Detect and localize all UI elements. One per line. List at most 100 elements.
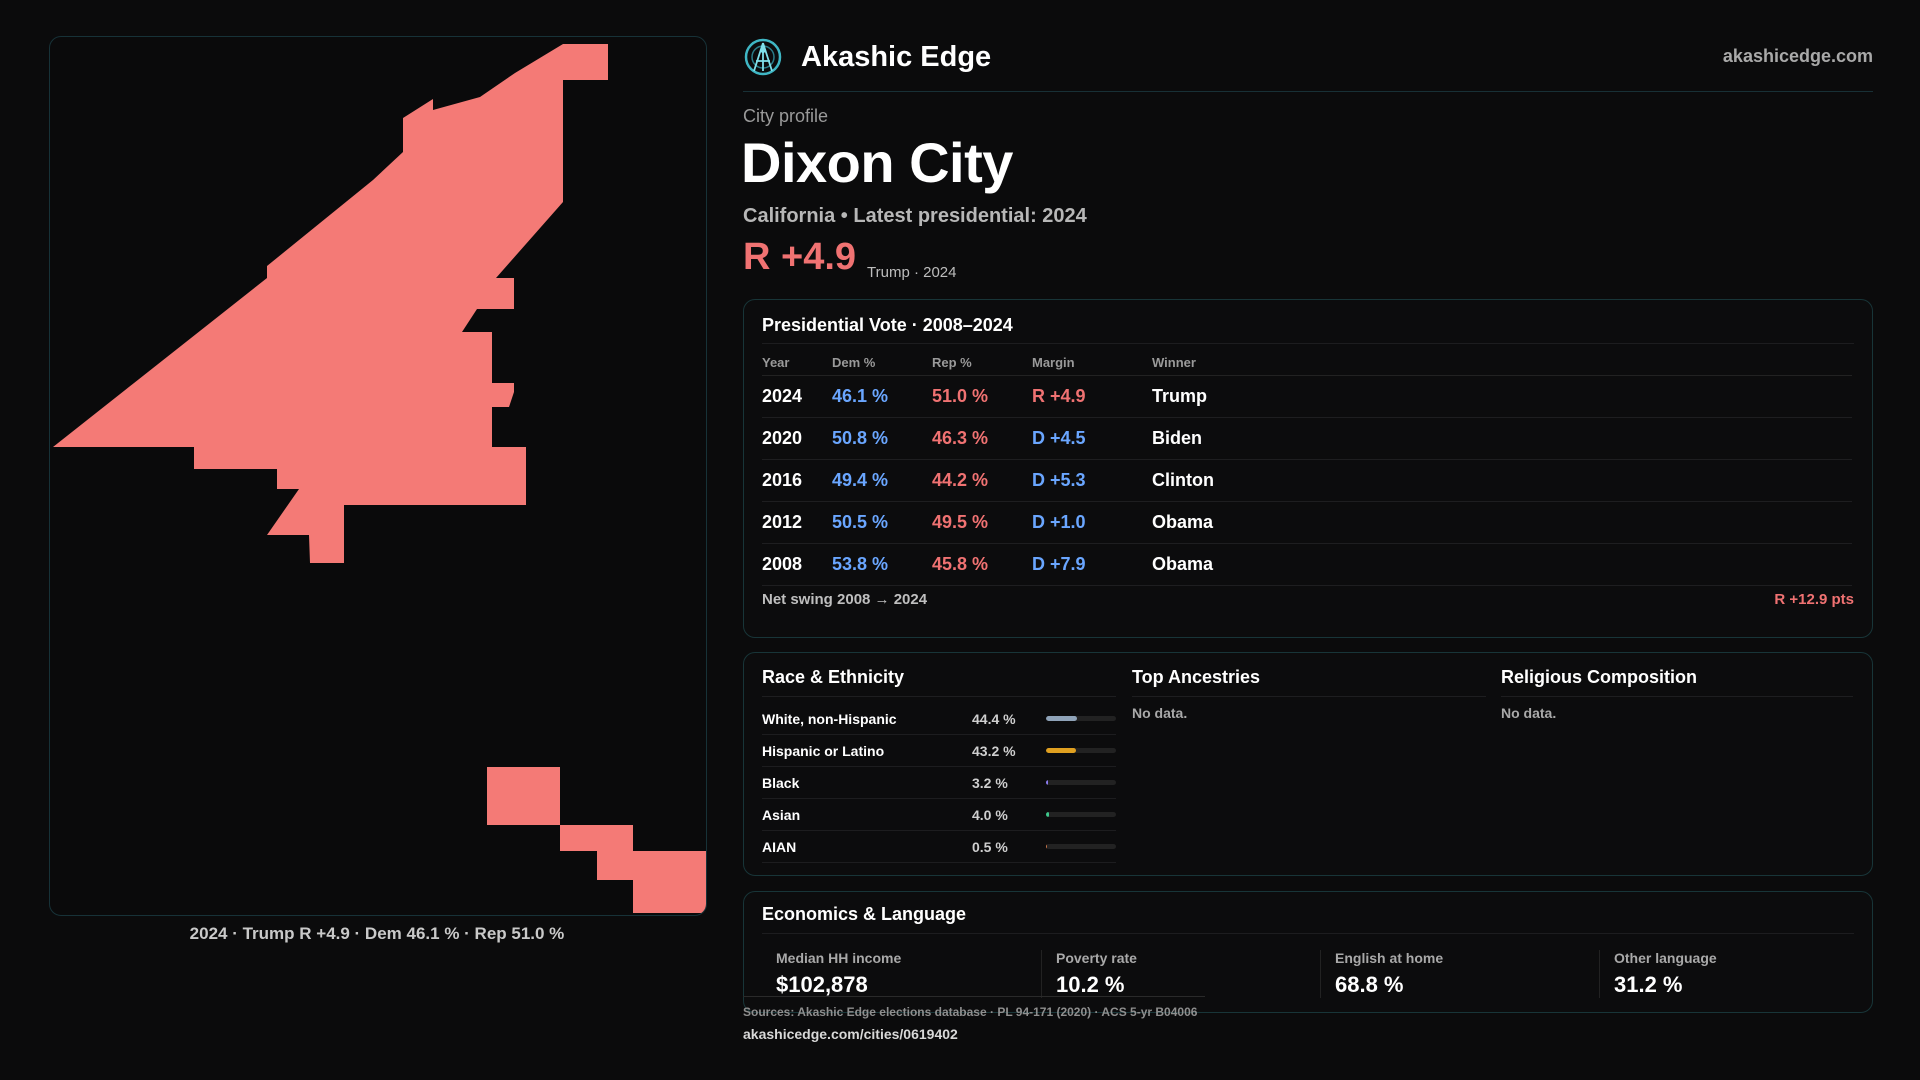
race-percent: 44.4 % bbox=[972, 710, 1016, 727]
cell-winner: Clinton bbox=[1152, 459, 1852, 502]
top-ancestries-title: Top Ancestries bbox=[1132, 667, 1261, 687]
column-header-year: Year bbox=[762, 350, 832, 376]
cell-dem: 46.1 % bbox=[832, 375, 932, 418]
column-header-rep: Rep % bbox=[932, 350, 1032, 376]
economics-language-title: Economics & Language bbox=[762, 904, 967, 924]
stat-value: 68.8 % bbox=[1335, 972, 1404, 997]
cell-dem: 49.4 % bbox=[832, 459, 932, 502]
cell-winner: Obama bbox=[1152, 543, 1852, 586]
list-item: Black 3.2 % bbox=[762, 767, 1116, 799]
cell-winner: Trump bbox=[1152, 375, 1852, 418]
table-row: 2024 46.1 % 51.0 % R +4.9 Trump bbox=[762, 375, 1852, 418]
page-title: Dixon City bbox=[741, 131, 1013, 194]
card-divider bbox=[762, 343, 1854, 344]
sources-note: Sources: Akashic Edge elections database… bbox=[743, 1005, 1198, 1019]
cell-year: 2016 bbox=[762, 459, 832, 502]
section-divider bbox=[1132, 696, 1486, 697]
cell-rep: 49.5 % bbox=[932, 501, 1032, 544]
race-label: Asian bbox=[762, 806, 801, 823]
column-header-winner: Winner bbox=[1152, 350, 1852, 376]
cell-dem: 50.8 % bbox=[832, 417, 932, 460]
headline-margin: R +4.9 bbox=[743, 236, 857, 278]
race-percent: 3.2 % bbox=[972, 774, 1008, 791]
stat-other-language: Other language 31.2 % bbox=[1599, 950, 1872, 998]
stat-label: Median HH income bbox=[776, 950, 902, 966]
page-url-link[interactable]: akashicedge.com/cities/0619402 bbox=[743, 1026, 958, 1042]
race-percent: 0.5 % bbox=[972, 838, 1008, 855]
map-svg bbox=[53, 44, 706, 913]
race-bar-track bbox=[1046, 716, 1116, 721]
race-bar-track bbox=[1046, 780, 1116, 785]
column-header-dem: Dem % bbox=[832, 350, 932, 376]
table-row: 2008 53.8 % 45.8 % D +7.9 Obama bbox=[762, 543, 1852, 586]
section-divider bbox=[1501, 696, 1853, 697]
stat-english-at-home: English at home 68.8 % bbox=[1320, 950, 1595, 998]
city-boundary-parcel-2 bbox=[560, 825, 633, 851]
ancestries-empty-state: No data. bbox=[1132, 705, 1188, 721]
page-kicker: City profile bbox=[743, 106, 829, 126]
race-percent: 4.0 % bbox=[972, 806, 1008, 823]
stat-value: 10.2 % bbox=[1056, 972, 1125, 997]
page-subtitle: California • Latest presidential: 2024 bbox=[743, 205, 1087, 227]
cell-rep: 45.8 % bbox=[932, 543, 1032, 586]
city-boundary-main bbox=[53, 44, 608, 563]
stat-median-income: Median HH income $102,878 bbox=[762, 950, 1036, 998]
map-caption: 2024 · Trump R +4.9 · Dem 46.1 % · Rep 5… bbox=[189, 924, 565, 943]
akashic-edge-logo-icon bbox=[744, 38, 782, 76]
list-item: Hispanic or Latino 43.2 % bbox=[762, 735, 1116, 767]
religious-composition-title: Religious Composition bbox=[1501, 667, 1697, 687]
stat-value: $102,878 bbox=[776, 972, 868, 997]
cell-rep: 46.3 % bbox=[932, 417, 1032, 460]
cell-winner: Biden bbox=[1152, 417, 1852, 460]
cell-margin: D +4.5 bbox=[1032, 417, 1152, 460]
religion-empty-state: No data. bbox=[1501, 705, 1557, 721]
list-item: Asian 4.0 % bbox=[762, 799, 1116, 831]
brand[interactable]: Akashic Edge bbox=[743, 37, 991, 77]
cell-margin: D +7.9 bbox=[1032, 543, 1152, 586]
table-row: 2020 50.8 % 46.3 % D +4.5 Biden bbox=[762, 417, 1852, 460]
list-item: AIAN 0.5 % bbox=[762, 831, 1116, 863]
city-boundary-map[interactable] bbox=[49, 36, 707, 916]
cell-rep: 44.2 % bbox=[932, 459, 1032, 502]
city-boundary-parcel-3 bbox=[597, 851, 706, 913]
race-bar-track bbox=[1046, 844, 1116, 849]
header-divider bbox=[743, 91, 1873, 92]
column-header-margin: Margin bbox=[1032, 350, 1152, 376]
cell-year: 2020 bbox=[762, 417, 832, 460]
race-list: White, non-Hispanic 44.4 % Hispanic or L… bbox=[762, 703, 1116, 863]
race-label: Hispanic or Latino bbox=[762, 742, 885, 759]
race-bar-fill bbox=[1046, 780, 1049, 785]
list-item: White, non-Hispanic 44.4 % bbox=[762, 703, 1116, 735]
religious-composition-section: Religious Composition No data. bbox=[1501, 667, 1853, 721]
headline-margin-note: Trump · 2024 bbox=[867, 264, 957, 281]
brand-name: Akashic Edge bbox=[801, 40, 992, 73]
presidential-vote-card: Presidential Vote · 2008–2024 Year Dem %… bbox=[743, 299, 1873, 638]
race-bar-track bbox=[1046, 748, 1116, 753]
stat-label: English at home bbox=[1335, 950, 1444, 966]
net-swing-label: Net swing 2008 → 2024 bbox=[762, 591, 928, 608]
race-ethnicity-section: Race & Ethnicity White, non-Hispanic 44.… bbox=[762, 667, 1116, 863]
race-bar-track bbox=[1046, 812, 1116, 817]
presidential-vote-title: Presidential Vote · 2008–2024 bbox=[762, 315, 1013, 335]
cell-year: 2024 bbox=[762, 375, 832, 418]
table-header-row: Year Dem % Rep % Margin Winner bbox=[762, 350, 1852, 376]
stat-value: 31.2 % bbox=[1614, 972, 1683, 997]
cell-year: 2012 bbox=[762, 501, 832, 544]
cell-winner: Obama bbox=[1152, 501, 1852, 544]
section-divider bbox=[762, 696, 1116, 697]
top-ancestries-section: Top Ancestries No data. bbox=[1132, 667, 1486, 721]
site-link[interactable]: akashicedge.com bbox=[1722, 46, 1873, 66]
city-boundary-parcel-1 bbox=[487, 767, 560, 825]
cell-rep: 51.0 % bbox=[932, 375, 1032, 418]
economics-language-card: Economics & Language Median HH income $1… bbox=[743, 891, 1873, 1013]
race-label: AIAN bbox=[762, 838, 797, 855]
demographics-card: Race & Ethnicity White, non-Hispanic 44.… bbox=[743, 652, 1873, 876]
race-bar-fill bbox=[1046, 844, 1048, 849]
race-bar-fill bbox=[1046, 812, 1049, 817]
cell-dem: 53.8 % bbox=[832, 543, 932, 586]
stat-label: Other language bbox=[1614, 950, 1717, 966]
stat-poverty-rate: Poverty rate 10.2 % bbox=[1041, 950, 1316, 998]
race-label: White, non-Hispanic bbox=[762, 710, 897, 727]
table-row: 2016 49.4 % 44.2 % D +5.3 Clinton bbox=[762, 459, 1852, 502]
net-swing-row: Net swing 2008 → 2024 R +12.9 pts bbox=[762, 591, 1854, 608]
